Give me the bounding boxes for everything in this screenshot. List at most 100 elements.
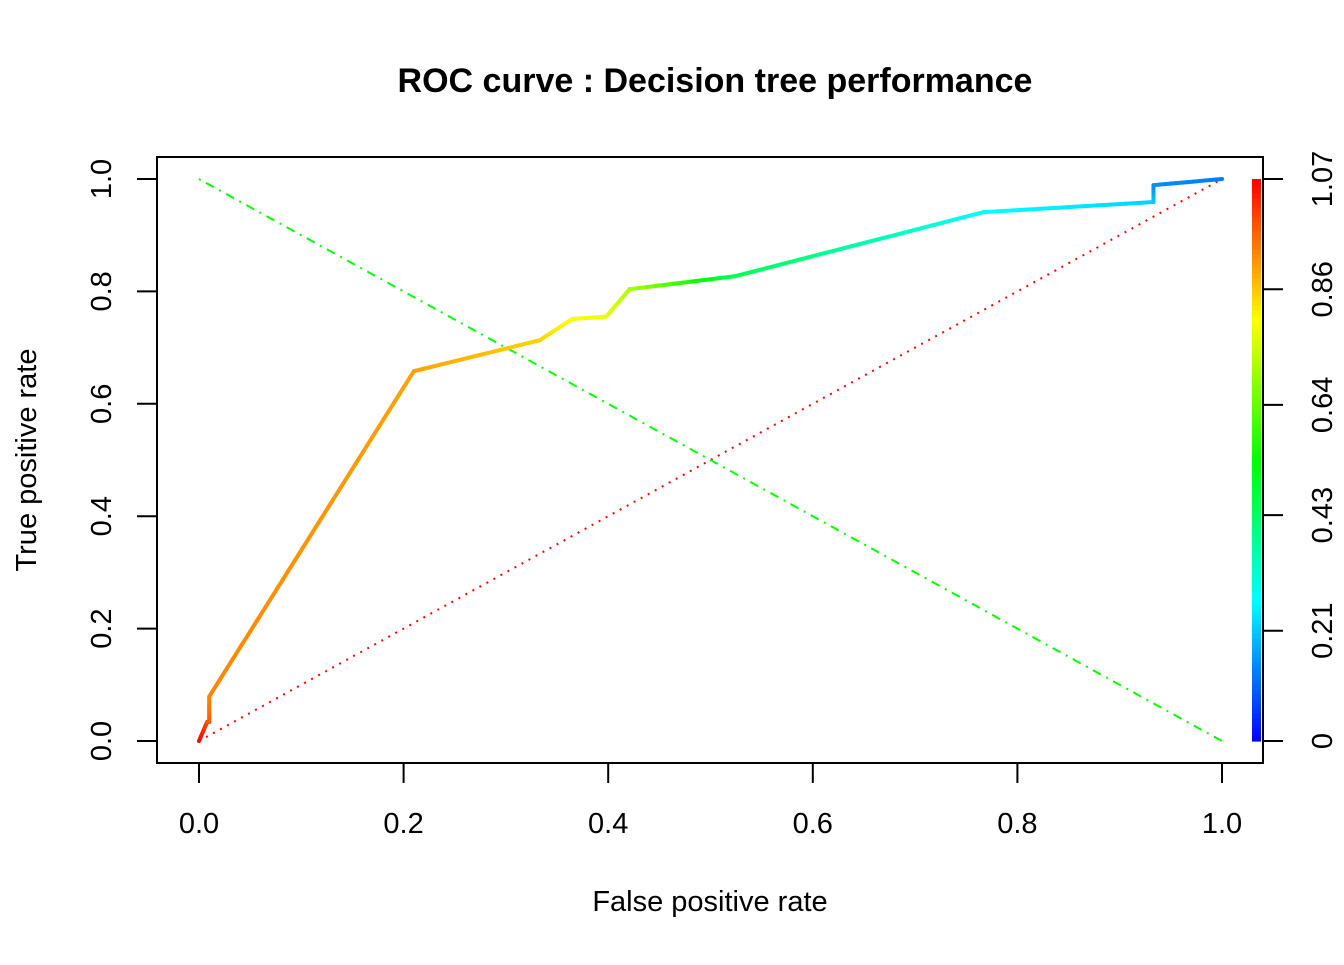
colorbar-segment xyxy=(1252,675,1261,680)
colorbar-segment xyxy=(1252,488,1261,493)
roc-curve-segment xyxy=(243,615,260,642)
reference-lines xyxy=(199,179,1222,741)
x-tick-label: 0.4 xyxy=(588,808,628,840)
colorbar-segment xyxy=(1252,619,1261,624)
colorbar-segment xyxy=(1252,535,1261,540)
colorbar-segment xyxy=(1252,605,1261,610)
colorbar-segment xyxy=(1252,343,1261,348)
colorbar-segment xyxy=(1252,661,1261,666)
colorbar-segment xyxy=(1252,277,1261,282)
colorbar-segment xyxy=(1252,493,1261,498)
colorbar-segment xyxy=(1252,305,1261,310)
y-tick-label: 1.0 xyxy=(86,159,118,199)
colorbar-segment xyxy=(1252,296,1261,301)
roc-curve-segment xyxy=(363,425,380,452)
y-tick-label: 0.0 xyxy=(86,721,118,761)
colorbar-segment xyxy=(1252,231,1261,236)
colorbar-segment xyxy=(1252,245,1261,250)
roc-curve-segment xyxy=(963,212,984,217)
y-tick-label: 0.4 xyxy=(86,496,118,536)
chart-title: ROC curve : Decision tree performance xyxy=(398,62,1033,100)
colorbar-segment xyxy=(1252,732,1261,737)
colorbar-segment xyxy=(1252,320,1261,325)
x-tick-label: 0.0 xyxy=(179,808,219,840)
colorbar-segment xyxy=(1252,451,1261,456)
y-tick-label: 0.2 xyxy=(86,608,118,648)
colorbar-segment xyxy=(1252,207,1261,212)
colorbar-segment xyxy=(1252,437,1261,442)
colorbar-segment xyxy=(1252,249,1261,254)
roc-curve-segment xyxy=(942,217,963,222)
colorbar-segment xyxy=(1252,352,1261,357)
colorbar-segment xyxy=(1252,198,1261,203)
roc-curve-segment xyxy=(880,234,901,239)
colorbar-tick-label: 1.07 xyxy=(1307,151,1339,207)
colorbar-segment xyxy=(1252,572,1261,577)
roc-curve-segment xyxy=(1083,205,1097,206)
colorbar-segment xyxy=(1252,188,1261,193)
colorbar-segment xyxy=(1252,652,1261,657)
colorbar-tick-label: 0 xyxy=(1307,733,1339,749)
colorbar-segment xyxy=(1252,502,1261,507)
colorbar-segment xyxy=(1252,512,1261,517)
colorbar-segment xyxy=(1252,685,1261,690)
colorbar-segment xyxy=(1252,497,1261,502)
colorbar-segment xyxy=(1252,629,1261,634)
roc-curve-segment xyxy=(1111,204,1125,205)
colorbar-segment xyxy=(1252,291,1261,296)
colorbar-segment xyxy=(1252,610,1261,615)
y-tick-label: 0.6 xyxy=(86,384,118,424)
colorbar-segment xyxy=(1252,530,1261,535)
colorbar-segment xyxy=(1252,371,1261,376)
x-tick-label: 0.2 xyxy=(383,808,423,840)
colorbar-segment xyxy=(1252,390,1261,395)
colorbar-segment xyxy=(1252,273,1261,278)
colorbar-segment xyxy=(1252,362,1261,367)
roc-curve-segment xyxy=(1054,207,1068,208)
colorbar-segment xyxy=(1252,268,1261,273)
colorbar-segment xyxy=(1252,399,1261,404)
colorbar-segment xyxy=(1252,582,1261,587)
colorbar-segment xyxy=(1252,624,1261,629)
colorbar-segment xyxy=(1252,526,1261,531)
colorbar-tick-label: 0.43 xyxy=(1307,487,1339,543)
colorbar-segment xyxy=(1252,713,1261,718)
colorbar-segment xyxy=(1252,394,1261,399)
colorbar-segment xyxy=(1252,348,1261,353)
colorbar-axis: 00.210.430.640.861.07 xyxy=(1263,151,1339,749)
roc-curve-segment xyxy=(294,534,311,561)
colorbar-segment xyxy=(1252,446,1261,451)
colorbar-segment xyxy=(1252,287,1261,292)
roc-curve-segment xyxy=(226,642,243,669)
x-tick-label: 0.8 xyxy=(997,808,1037,840)
colorbar-tick-label: 0.86 xyxy=(1307,261,1339,317)
roc-curve-segment xyxy=(998,210,1012,211)
colorbar-segment xyxy=(1252,577,1261,582)
roc-curve-segment xyxy=(1139,202,1153,203)
colorbar-segment xyxy=(1252,596,1261,601)
colorbar-segment xyxy=(1252,689,1261,694)
roc-curve-segment xyxy=(380,398,397,425)
colorbar-segment xyxy=(1252,469,1261,474)
colorbar-segment xyxy=(1252,324,1261,329)
colorbar-segment xyxy=(1252,708,1261,713)
colorbar-segment xyxy=(1252,432,1261,437)
colorbar-segment xyxy=(1252,554,1261,559)
colorbar-segment xyxy=(1252,540,1261,545)
colorbar-segment xyxy=(1252,193,1261,198)
colorbar-segment xyxy=(1252,259,1261,264)
roc-curve-segment xyxy=(277,561,294,588)
colorbar-segment xyxy=(1252,380,1261,385)
colorbar-segment xyxy=(1252,240,1261,245)
colorbar-segment xyxy=(1252,212,1261,217)
colorbar-segment xyxy=(1252,179,1261,184)
colorbar-segment xyxy=(1252,357,1261,362)
colorbar-segment xyxy=(1252,315,1261,320)
x-axis-label: False positive rate xyxy=(592,886,827,918)
roc-curve-segment xyxy=(1069,206,1083,207)
colorbar xyxy=(1252,179,1261,742)
colorbar-segment xyxy=(1252,601,1261,606)
roc-curve-segment xyxy=(839,244,860,249)
roc-curve-segment xyxy=(818,250,839,255)
